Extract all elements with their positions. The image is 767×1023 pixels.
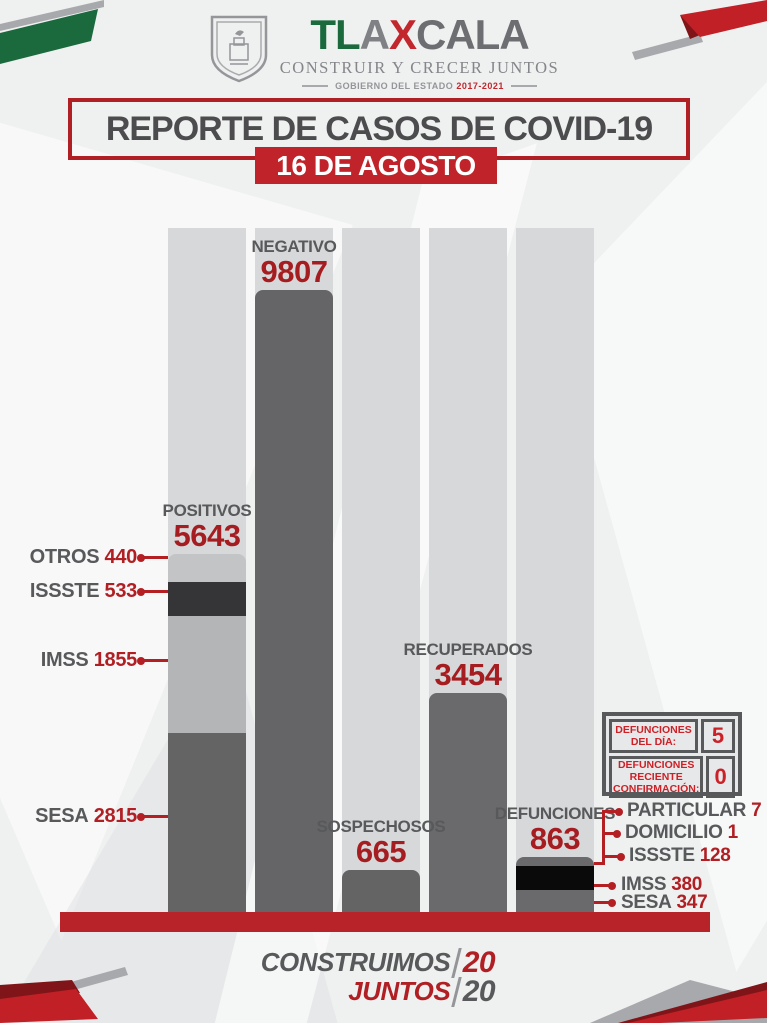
bar-label-sospechosos: SOSPECHOSOS 665 (316, 817, 446, 869)
covid-bar-chart: POSITIVOS 5643 NEGATIVO 9807 SOSPECHOSOS… (0, 228, 767, 932)
slash-divider (451, 976, 462, 1007)
annotation-imss-def: IMSS 380 (621, 874, 703, 895)
deaths-stats-box: DEFUNCIONES DEL DÍA: 5 DEFUNCIONES RECIE… (602, 712, 742, 799)
connector-line (602, 829, 621, 838)
report-date: 16 DE AGOSTO (276, 149, 476, 181)
government-line: GOBIERNO DEL ESTADO 2017-2021 (280, 81, 559, 91)
state-motto: CONSTRUIR Y CRECER JUNTOS (279, 58, 560, 77)
annotation-issste-def: ISSSTE 128 (629, 845, 731, 866)
dash-decoration (302, 85, 329, 87)
stats-row: DEFUNCIONES DEL DÍA: 5 (609, 719, 735, 753)
gov-prefix: GOBIERNO DEL ESTADO (335, 81, 454, 91)
bar-label-defunciones: DEFUNCIONES 863 (494, 804, 616, 856)
bottom-right-ribbon (590, 980, 767, 1023)
annotation-particular: PARTICULAR 7 (627, 800, 762, 821)
bar-segment-imss (168, 615, 246, 734)
footer-year-bottom: 20 (462, 974, 496, 1008)
stats-value: 0 (706, 756, 735, 799)
construimos-juntos-logo: CONSTRUIMOS 20 JUNTOS 20 (0, 945, 767, 1008)
annotation-sesa: SESA 2815 (35, 805, 137, 827)
chart-baseline-bar (60, 912, 710, 932)
connector-stub (594, 862, 604, 865)
top-left-ribbon (0, 0, 104, 64)
connector-line (137, 587, 168, 596)
report-title: REPORTE DE CASOS DE COVID-19 (105, 109, 653, 148)
wordmark-letter-gray: A (359, 11, 390, 58)
bar-segment-sesa (516, 889, 594, 912)
chart-track-column (342, 228, 420, 912)
connector-line (137, 553, 168, 562)
footer-year-top: 20 (462, 945, 496, 979)
bar-segment-otros (168, 554, 246, 582)
bar-label-recuperados: RECUPERADOS 3454 (403, 640, 533, 692)
footer-word-juntos: JUNTOS (348, 976, 451, 1006)
bar-label-positivos: POSITIVOS 5643 (162, 501, 252, 553)
chart-track-column (516, 228, 594, 912)
annotation-domicilio: DOMICILIO 1 (625, 822, 738, 843)
bar-defunciones (516, 857, 594, 912)
wordmark-letters-green: TL (310, 11, 360, 58)
connector-line (137, 656, 168, 665)
connector-line (137, 812, 168, 821)
bar-positivos (168, 554, 246, 912)
bar-sospechosos (342, 870, 420, 912)
connector-line (602, 807, 623, 816)
stats-value: 5 (701, 719, 735, 753)
wordmark-letters-gray: CALA (416, 11, 530, 58)
bar-negativo (255, 290, 333, 912)
connector-bracket (602, 810, 605, 865)
bar-segment-particular-domicilio-issste (516, 857, 594, 866)
tlaxcala-wordmark: TLAXCALA (280, 14, 559, 56)
top-right-ribbon (632, 0, 767, 60)
bar-label-negativo: NEGATIVO 9807 (251, 237, 337, 289)
bar-segment-issste (168, 581, 246, 616)
dash-decoration (510, 85, 537, 87)
bar-segment-imss (516, 865, 594, 890)
wordmark-letter-red: X (388, 11, 417, 58)
annotation-issste: ISSSTE 533 (29, 580, 137, 602)
bar-recuperados (429, 693, 507, 912)
annotation-imss: IMSS 1855 (40, 649, 138, 671)
bottom-left-ribbon (0, 967, 128, 1023)
stats-label: DEFUNCIONES RECIENTE CONFIRMACIÓN: (609, 756, 704, 799)
footer-word-construimos: CONSTRUIMOS (260, 947, 451, 977)
annotation-sesa-def: SESA 347 (621, 892, 708, 913)
slash-divider (451, 947, 462, 978)
stats-row: DEFUNCIONES RECIENTE CONFIRMACIÓN: 0 (609, 756, 735, 799)
gov-years: 2017-2021 (456, 81, 504, 91)
bar-segment-sesa (168, 733, 246, 912)
annotation-otros: OTROS 440 (29, 546, 138, 568)
coat-of-arms-icon (210, 15, 268, 83)
stats-label: DEFUNCIONES DEL DÍA: (609, 719, 698, 753)
connector-line (602, 852, 625, 861)
connector-line (594, 881, 616, 890)
connector-line (594, 898, 616, 907)
header: TLAXCALA CONSTRUIR Y CRECER JUNTOS GOBIE… (0, 14, 767, 91)
report-date-box: 16 DE AGOSTO (255, 147, 497, 184)
